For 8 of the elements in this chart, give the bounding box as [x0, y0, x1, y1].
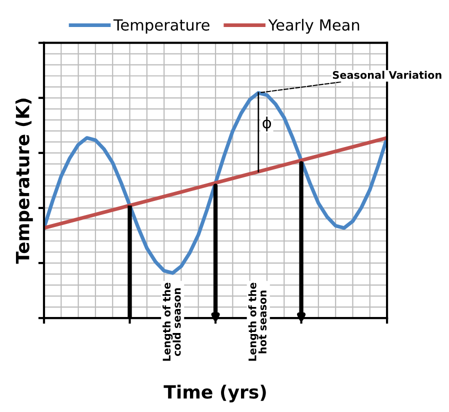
x-axis-title: Time (yrs) — [164, 384, 266, 402]
y-axis-title: Temperature (K) — [15, 98, 33, 264]
legend-label: Temperature — [113, 19, 210, 34]
annotation: Length of the hot season — [248, 282, 267, 361]
text: Seasonal Variation — [332, 70, 442, 79]
legend-label: Yearly Mean — [268, 18, 360, 34]
annotation: ϕ — [262, 116, 272, 132]
annotation: Length of the cold season — [162, 282, 181, 361]
